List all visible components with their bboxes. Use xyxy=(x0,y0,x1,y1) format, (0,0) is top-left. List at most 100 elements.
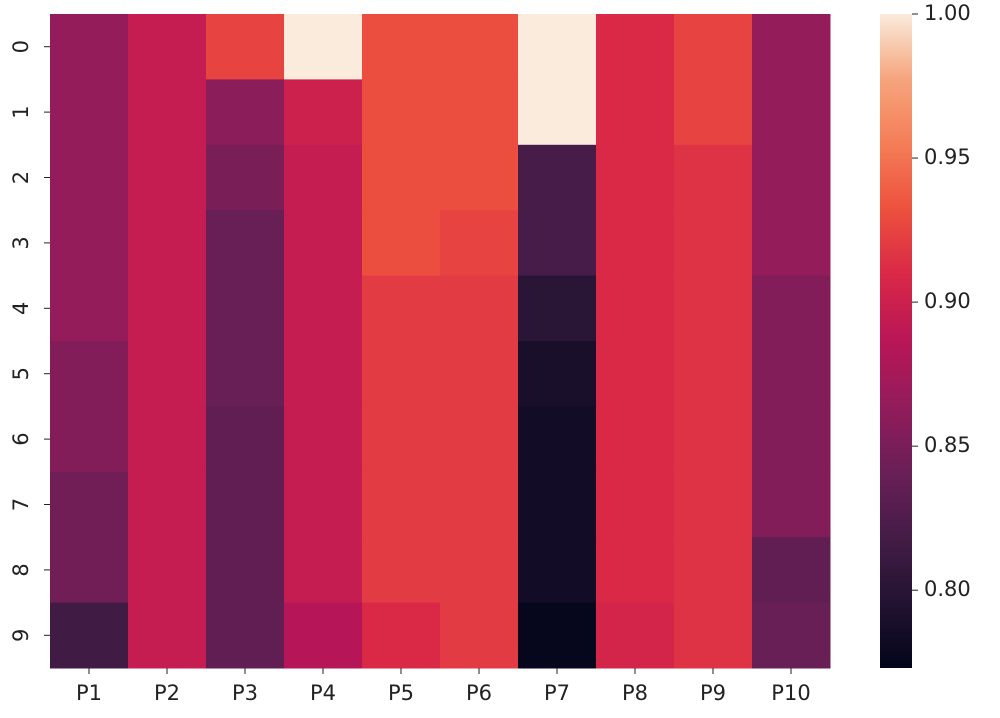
heatmap-cell xyxy=(518,210,597,277)
heatmap-cell xyxy=(128,471,207,538)
heatmap-cell xyxy=(362,406,441,473)
heatmap-cell xyxy=(284,406,363,473)
heatmap-cell xyxy=(128,406,207,473)
x-tick-label: P8 xyxy=(622,681,648,705)
heatmap-cell xyxy=(128,341,207,407)
colorbar-tick-label: 0.95 xyxy=(924,145,971,169)
heatmap-cell xyxy=(440,406,519,473)
heatmap-cell xyxy=(50,537,129,604)
heatmap-cell xyxy=(362,471,441,538)
colorbar-tick-label: 0.85 xyxy=(924,433,971,457)
heatmap-cell xyxy=(752,537,831,604)
heatmap-cell xyxy=(362,79,441,146)
heatmap-cell xyxy=(206,144,285,211)
heatmap-cell xyxy=(50,602,129,669)
heatmap-cell xyxy=(752,275,831,342)
heatmap-cell xyxy=(518,537,597,604)
heatmap-cell xyxy=(206,14,285,80)
heatmap-cell xyxy=(518,79,597,146)
heatmap-cell xyxy=(362,537,441,604)
heatmap-cell xyxy=(674,471,753,538)
heatmap-cell xyxy=(596,210,675,277)
heatmap-cell xyxy=(518,14,597,80)
heatmap-cell xyxy=(752,471,831,538)
x-tick-label: P10 xyxy=(771,681,810,705)
heatmap-cell xyxy=(128,537,207,604)
heatmap-cell xyxy=(752,341,831,407)
y-tick-label: 6 xyxy=(9,432,33,445)
heatmap-cell xyxy=(518,341,597,407)
heatmap-cell xyxy=(362,275,441,342)
x-tick-label: P2 xyxy=(154,681,180,705)
heatmap-cell xyxy=(674,537,753,604)
heatmap-cell xyxy=(752,210,831,277)
heatmap-cell xyxy=(596,341,675,407)
heatmap-cell xyxy=(596,79,675,146)
x-tick-label: P7 xyxy=(544,681,570,705)
y-tick-label: 0 xyxy=(9,40,33,53)
heatmap-cell xyxy=(674,79,753,146)
heatmap-cell xyxy=(596,537,675,604)
heatmap-cell xyxy=(674,14,753,80)
y-tick-label: 9 xyxy=(9,629,33,642)
heatmap-cell xyxy=(206,471,285,538)
heatmap-cell xyxy=(50,210,129,277)
heatmap-cell xyxy=(518,144,597,211)
x-tick-label: P5 xyxy=(388,681,414,705)
heatmap-cell xyxy=(362,144,441,211)
heatmap-cell xyxy=(50,471,129,538)
heatmap-cell xyxy=(518,275,597,342)
heatmap-cell xyxy=(752,14,831,80)
heatmap-cell xyxy=(440,471,519,538)
heatmap-cell xyxy=(362,602,441,669)
heatmap-cell xyxy=(362,210,441,277)
heatmap-cell xyxy=(440,144,519,211)
heatmap-cell xyxy=(518,471,597,538)
heatmap-cell xyxy=(596,406,675,473)
heatmap-cell xyxy=(440,275,519,342)
heatmap-cell xyxy=(50,144,129,211)
colorbar-tick-label: 1.00 xyxy=(924,1,971,25)
heatmap-cell xyxy=(674,210,753,277)
colorbar-tick-label: 0.90 xyxy=(924,289,971,313)
heatmap-cell xyxy=(128,275,207,342)
heatmap-cell xyxy=(596,144,675,211)
heatmap-cell xyxy=(50,341,129,407)
heatmap-cell xyxy=(50,14,129,80)
heatmap-cell xyxy=(596,275,675,342)
colorbar-tick-label: 0.80 xyxy=(924,577,971,601)
heatmap-cell xyxy=(206,210,285,277)
heatmap-cell xyxy=(674,341,753,407)
heatmap-cell xyxy=(128,79,207,146)
heatmap-cell xyxy=(128,14,207,80)
heatmap-cell xyxy=(674,144,753,211)
heatmap-cell xyxy=(674,406,753,473)
heatmap-cell xyxy=(440,210,519,277)
heatmap-cell xyxy=(440,341,519,407)
heatmap-cell xyxy=(128,144,207,211)
heatmap-cell xyxy=(284,14,363,80)
x-tick-label: P6 xyxy=(466,681,492,705)
heatmap-cell xyxy=(206,602,285,669)
heatmap-cell xyxy=(50,406,129,473)
heatmap-cell xyxy=(50,275,129,342)
y-tick-label: 5 xyxy=(9,367,33,380)
heatmap-cell xyxy=(206,537,285,604)
heatmap-cell xyxy=(596,14,675,80)
heatmap-cell xyxy=(752,602,831,669)
heatmap-cell xyxy=(128,602,207,669)
heatmap-cell xyxy=(440,537,519,604)
y-tick-label: 8 xyxy=(9,563,33,576)
heatmap-cell xyxy=(206,275,285,342)
heatmap-cell xyxy=(518,406,597,473)
heatmap-cell xyxy=(752,79,831,146)
y-tick-label: 4 xyxy=(9,302,33,315)
heatmap-cell xyxy=(674,275,753,342)
heatmap-cell xyxy=(362,14,441,80)
heatmap-cell xyxy=(50,79,129,146)
x-tick-label: P9 xyxy=(700,681,726,705)
heatmap-cell xyxy=(206,341,285,407)
y-tick-label: 3 xyxy=(9,236,33,249)
heatmap-cell xyxy=(440,79,519,146)
